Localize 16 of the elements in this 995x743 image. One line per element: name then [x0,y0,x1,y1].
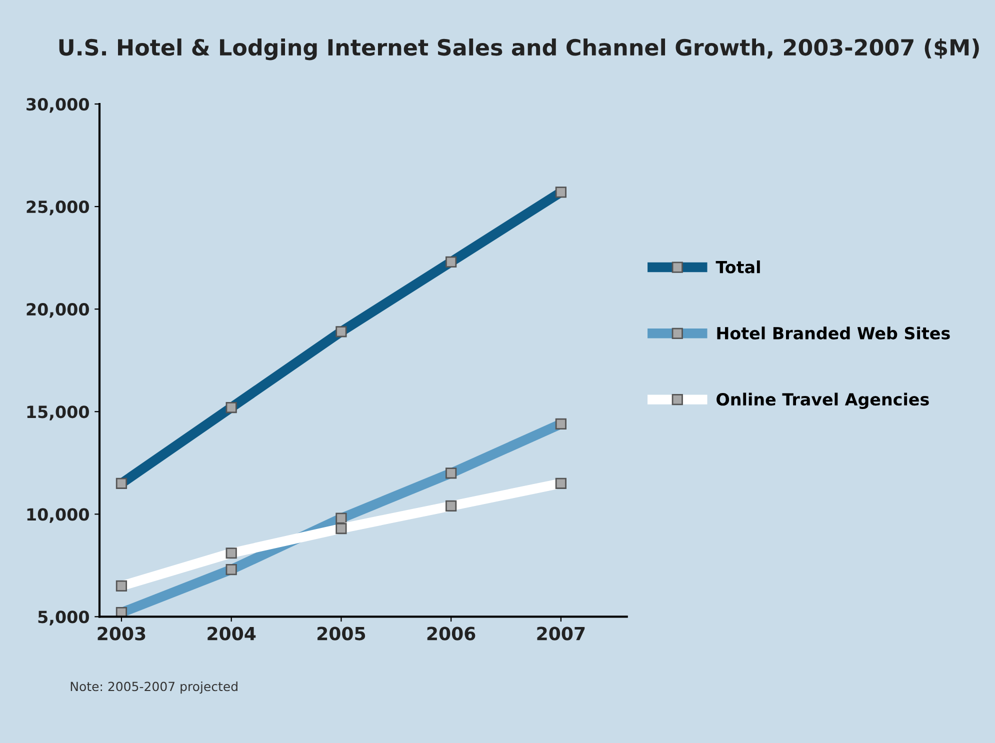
legend-label: Online Travel Agencies [716,392,929,409]
y-tick-label: 20,000 [26,303,89,318]
y-tick-label: 25,000 [26,200,89,216]
x-tick-label: 2005 [318,626,366,640]
y-tick-label: 30,000 [26,98,89,113]
chart-title: U.S. Hotel & Lodging Internet Sales and Channel Growth, 2003-2007 ($M) [59,38,979,60]
x-tick-label: 2004 [208,626,256,640]
text: Note: 2005-2007 projected [70,681,238,694]
x-tick-label: 2003 [98,626,146,640]
legend-label: Total [716,260,760,274]
x-tick-label: 2007 [537,626,585,640]
y-tick-label: 15,000 [27,406,89,420]
legend-label: Hotel Branded Web Sites [717,326,950,340]
x-tick-label: 2006 [427,626,476,640]
y-tick-label: 5,000 [38,610,89,626]
y-tick-label: 10,000 [27,508,89,523]
